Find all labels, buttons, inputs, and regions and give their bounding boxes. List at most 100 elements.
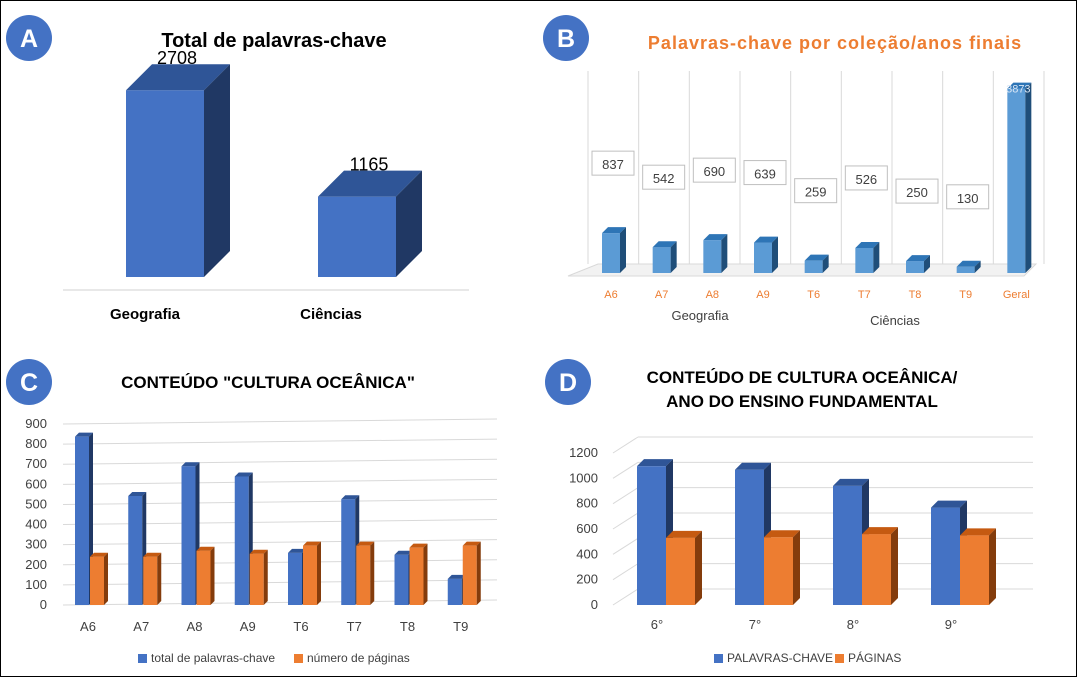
bar <box>602 227 626 273</box>
panel-badge-circle <box>6 359 52 405</box>
data-label: 542 <box>653 171 675 186</box>
bar <box>960 528 996 605</box>
panel-badge-letter: B <box>557 25 575 53</box>
bar <box>637 459 673 605</box>
category-label: T7 <box>858 289 871 301</box>
grid-line <box>612 487 639 505</box>
y-tick-label: 800 <box>576 496 598 511</box>
grid-line <box>62 438 498 445</box>
bar <box>356 541 375 605</box>
bar <box>126 64 230 277</box>
grid-line <box>612 461 639 479</box>
category-label: A6 <box>80 619 96 634</box>
legend-label: PALAVRAS-CHAVE <box>727 651 833 665</box>
data-label-box <box>642 164 686 190</box>
category-label: A7 <box>655 289 668 301</box>
y-tick-label: 300 <box>25 537 47 552</box>
legend-swatch <box>714 654 723 663</box>
data-label-box <box>591 150 635 176</box>
legend-swatch <box>294 654 303 663</box>
data-label-box <box>743 160 787 186</box>
legend-swatch <box>138 654 147 663</box>
data-label: 639 <box>754 167 776 182</box>
category-label: Ciências <box>300 306 362 323</box>
category-label: T8 <box>909 289 922 301</box>
grid-line <box>612 512 639 530</box>
category-label: T6 <box>293 619 308 634</box>
panel-badge-letter: D <box>559 369 577 397</box>
category-label: T7 <box>347 619 362 634</box>
category-label: T9 <box>453 619 468 634</box>
y-tick-label: 1000 <box>569 470 598 485</box>
data-label-box <box>895 178 939 204</box>
data-label: 690 <box>703 164 725 179</box>
grid-line <box>612 436 639 454</box>
chart-title: Palavras-chave por coleção/anos finais <box>648 33 1022 53</box>
panel-badge-circle <box>6 15 52 61</box>
panel-badge-circle <box>545 359 591 405</box>
grid-line <box>62 418 498 425</box>
bar <box>303 541 321 605</box>
category-label: A8 <box>706 289 719 301</box>
bar <box>249 549 268 605</box>
legend-label: PÁGINAS <box>848 650 901 665</box>
bar <box>143 552 162 605</box>
y-tick-label: 200 <box>576 572 598 587</box>
data-label: 2708 <box>157 48 197 68</box>
bar <box>862 527 898 605</box>
grid-line <box>62 478 498 485</box>
y-tick-label: 700 <box>25 456 47 471</box>
legend-label: número de páginas <box>307 651 410 665</box>
y-tick-label: 900 <box>25 416 47 431</box>
grid-line <box>612 563 639 581</box>
category-label: Geografia <box>110 306 181 323</box>
y-tick-label: 400 <box>576 546 598 561</box>
data-label-box <box>794 178 838 204</box>
data-label: 837 <box>602 157 624 172</box>
grid-line <box>62 458 498 465</box>
category-label: T6 <box>807 289 820 301</box>
grid-line <box>62 579 498 586</box>
bar <box>462 541 481 605</box>
data-label-box <box>844 165 888 191</box>
category-label: Geral <box>1003 289 1030 301</box>
bar <box>234 472 253 605</box>
category-label: T9 <box>959 289 972 301</box>
data-label: 259 <box>805 185 827 200</box>
y-tick-label: 800 <box>25 436 47 451</box>
category-label: A7 <box>133 619 149 634</box>
data-label: 3873 <box>1006 84 1030 96</box>
y-tick-label: 400 <box>25 517 47 532</box>
y-tick-label: 0 <box>40 597 47 612</box>
y-tick-label: 0 <box>591 597 598 612</box>
category-label: 8° <box>847 617 859 632</box>
data-label: 250 <box>906 185 928 200</box>
grid-line <box>62 519 498 526</box>
data-label: 526 <box>855 172 877 187</box>
legend-swatch <box>835 654 844 663</box>
grid-line <box>62 599 498 606</box>
data-label-box <box>946 184 990 210</box>
grid-line <box>62 498 498 505</box>
y-tick-label: 500 <box>25 496 47 511</box>
chart-title: Total de palavras-chave <box>161 30 386 52</box>
bar <box>906 255 930 273</box>
bar <box>956 260 981 273</box>
group-label: Ciências <box>870 313 920 328</box>
chart-title-line: CONTEÚDO DE CULTURA OCEÂNICA/ <box>647 368 958 387</box>
chart-b: B Palavras-chave por coleção/anos finais A… <box>543 15 1045 328</box>
y-tick-label: 600 <box>25 476 47 491</box>
bar <box>409 543 428 605</box>
category-label: 9° <box>945 617 957 632</box>
grid-line <box>62 559 498 566</box>
panel-badge-letter: A <box>20 25 38 53</box>
bar <box>652 241 677 273</box>
grid-line <box>62 539 498 546</box>
category-label: 7° <box>749 617 761 632</box>
category-label: A6 <box>604 289 617 301</box>
legend-label: total de palavras-chave <box>151 651 275 665</box>
bar <box>804 254 829 273</box>
y-tick-label: 600 <box>576 521 598 536</box>
